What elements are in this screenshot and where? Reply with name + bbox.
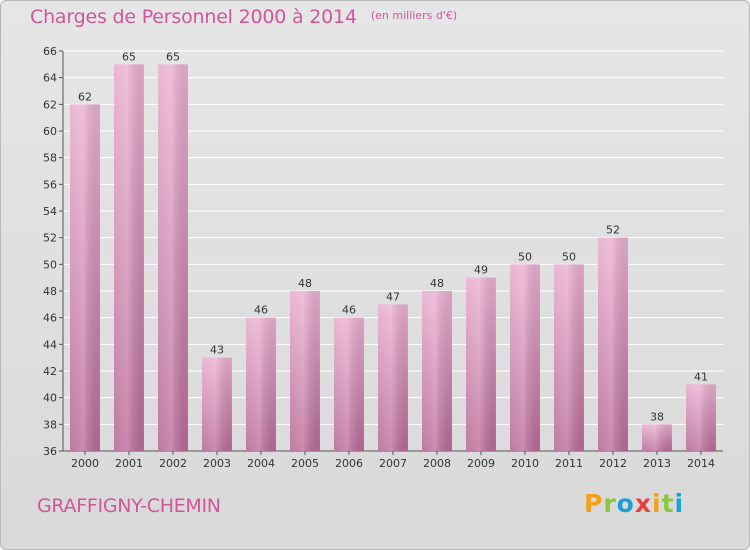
title-row: Charges de Personnel 2000 à 2014 (en mill… bbox=[30, 6, 457, 28]
logo-letter: x bbox=[634, 489, 652, 518]
bar-shine bbox=[510, 264, 540, 451]
logo-letter: i bbox=[652, 489, 662, 518]
y-tick-label: 62 bbox=[43, 98, 57, 111]
y-tick-label: 58 bbox=[43, 152, 57, 165]
logo-letter: t bbox=[661, 489, 675, 518]
data-label: 52 bbox=[606, 224, 620, 237]
data-label: 50 bbox=[518, 250, 532, 263]
y-tick-label: 36 bbox=[43, 445, 57, 458]
y-tick-label: 60 bbox=[43, 125, 57, 138]
data-label: 47 bbox=[386, 290, 400, 303]
x-tick-label: 2002 bbox=[159, 457, 187, 470]
x-tick-label: 2005 bbox=[291, 457, 319, 470]
bar-shine bbox=[598, 237, 628, 451]
data-label: 48 bbox=[430, 277, 444, 290]
proxiti-logo: Proxiti bbox=[584, 489, 684, 518]
y-tick-label: 48 bbox=[43, 285, 57, 298]
logo-letter: P bbox=[584, 489, 604, 518]
data-label: 50 bbox=[562, 250, 576, 263]
data-label: 46 bbox=[254, 304, 268, 317]
y-tick-label: 52 bbox=[43, 232, 57, 245]
bar-shine bbox=[554, 264, 584, 451]
logo-letter: i bbox=[674, 489, 685, 518]
place-name: GRAFFIGNY-CHEMIN bbox=[37, 495, 221, 517]
bar-shine bbox=[334, 317, 364, 451]
bar-shine bbox=[158, 64, 188, 452]
x-tick-label: 2010 bbox=[511, 457, 539, 470]
chart-title: Charges de Personnel 2000 à 2014 bbox=[30, 6, 357, 28]
bar-shine bbox=[246, 317, 276, 451]
data-label: 46 bbox=[342, 304, 356, 317]
x-tick-label: 2003 bbox=[203, 457, 231, 470]
bar-shine bbox=[378, 304, 408, 451]
bar-shine bbox=[290, 291, 320, 451]
data-label: 41 bbox=[694, 370, 708, 383]
y-tick-label: 46 bbox=[43, 312, 57, 325]
x-tick-label: 2000 bbox=[71, 457, 99, 470]
y-tick-label: 38 bbox=[43, 418, 57, 431]
logo-letter: o bbox=[616, 489, 635, 518]
bar-shine bbox=[466, 277, 496, 451]
y-tick-label: 50 bbox=[43, 258, 57, 271]
x-tick-label: 2012 bbox=[599, 457, 627, 470]
data-label: 49 bbox=[474, 264, 488, 277]
data-label: 65 bbox=[166, 50, 180, 63]
data-label: 65 bbox=[122, 50, 136, 63]
data-label: 48 bbox=[298, 277, 312, 290]
y-tick-label: 66 bbox=[43, 45, 57, 58]
data-label: 38 bbox=[650, 410, 664, 423]
y-tick-label: 64 bbox=[43, 72, 57, 85]
bar-shine bbox=[114, 64, 144, 452]
y-tick-label: 40 bbox=[43, 392, 57, 405]
bar-shine bbox=[642, 424, 672, 451]
x-tick-label: 2009 bbox=[467, 457, 495, 470]
data-label: 62 bbox=[78, 90, 92, 103]
x-tick-label: 2008 bbox=[423, 457, 451, 470]
chart-unit: (en milliers d'€) bbox=[370, 9, 458, 22]
y-tick-label: 44 bbox=[43, 338, 57, 351]
y-tick-label: 42 bbox=[43, 365, 57, 378]
x-tick-label: 2001 bbox=[115, 457, 143, 470]
x-tick-label: 2006 bbox=[335, 457, 363, 470]
x-tick-label: 2014 bbox=[687, 457, 715, 470]
x-tick-label: 2004 bbox=[247, 457, 275, 470]
data-label: 43 bbox=[210, 344, 224, 357]
y-tick-label: 54 bbox=[43, 205, 57, 218]
logo-letter: r bbox=[603, 489, 617, 518]
bar-shine bbox=[70, 104, 100, 451]
bar-shine bbox=[686, 384, 716, 451]
y-tick-label: 56 bbox=[43, 178, 57, 191]
x-tick-label: 2007 bbox=[379, 457, 407, 470]
bar-shine bbox=[202, 357, 232, 451]
x-tick-label: 2011 bbox=[555, 457, 583, 470]
x-tick-label: 2013 bbox=[643, 457, 671, 470]
bar-shine bbox=[422, 291, 452, 451]
